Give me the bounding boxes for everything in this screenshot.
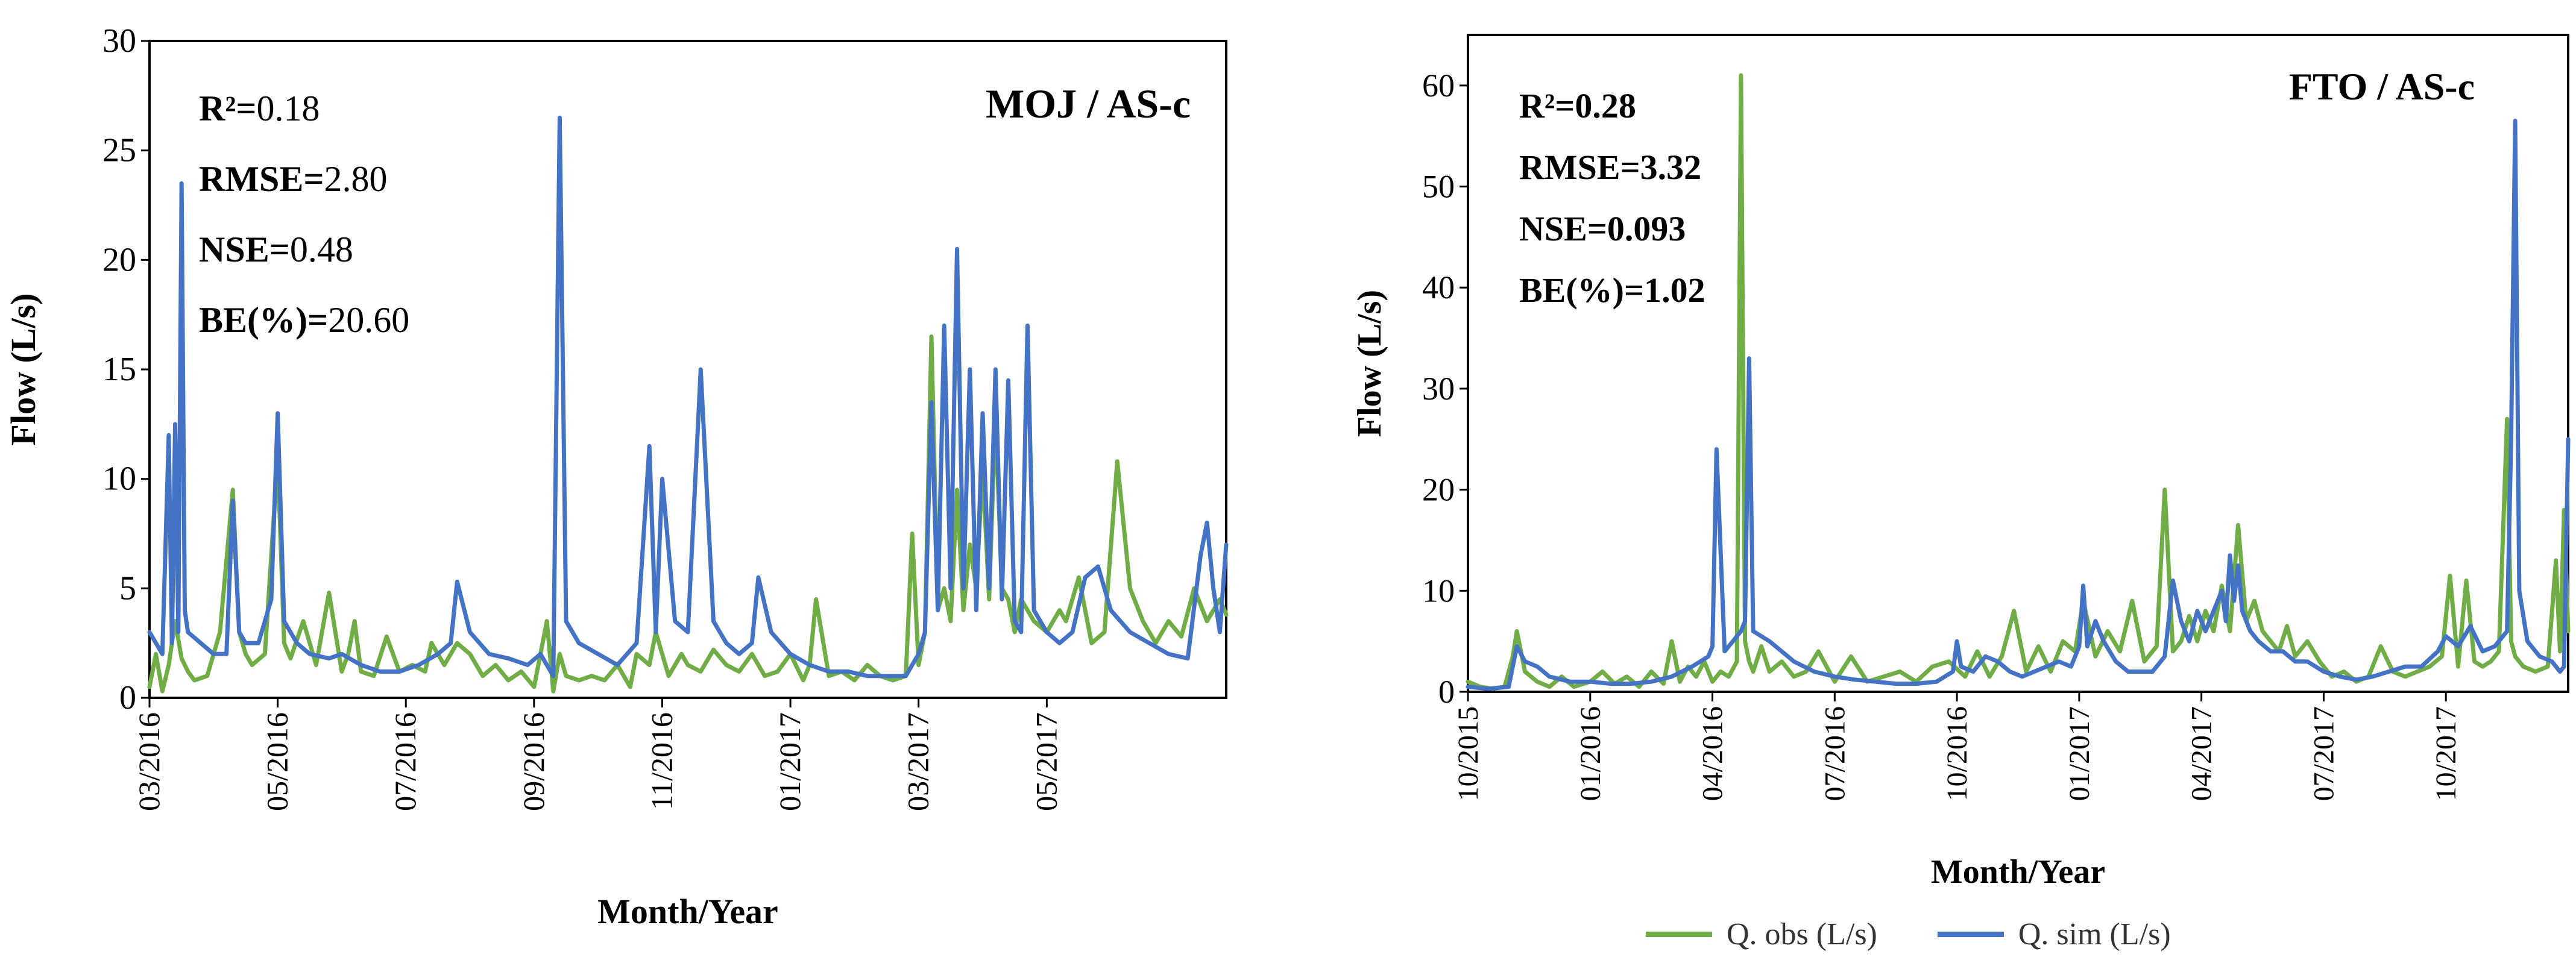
y-tick-label: 50 xyxy=(1422,169,1455,205)
y-tick-label: 20 xyxy=(1422,472,1455,508)
stat-annotation: R²=0.28 xyxy=(1519,86,1636,125)
y-tick-label: 0 xyxy=(119,679,136,717)
stat-annotation: R²=0.18 xyxy=(199,89,320,128)
x-tick-label: 03/2017 xyxy=(901,712,935,811)
legend-swatch-sim xyxy=(1937,931,2004,937)
series-line-sim xyxy=(1466,119,2571,691)
plot-frame xyxy=(1467,34,2569,693)
y-tick-label: 15 xyxy=(102,351,136,388)
y-tick-label: 10 xyxy=(1422,572,1455,609)
y-tick-label: 40 xyxy=(1422,269,1455,306)
x-tick-label: 07/2016 xyxy=(1819,706,1851,801)
y-tick-label: 10 xyxy=(102,460,136,498)
stat-annotation: NSE=0.093 xyxy=(1519,209,1686,248)
y-axis-label: Flow (L/s) xyxy=(1351,290,1388,437)
x-tick-label: 01/2017 xyxy=(773,712,807,811)
x-tick-label: 01/2016 xyxy=(1575,706,1607,801)
stat-annotation: RMSE=3.32 xyxy=(1519,148,1701,187)
legend-swatch-obs xyxy=(1646,931,1712,937)
series-line-sim xyxy=(147,115,1229,679)
stat-annotation: BE(%)=1.02 xyxy=(1519,271,1705,310)
x-tick-label: 07/2016 xyxy=(388,712,422,811)
legend-item-sim: Q. sim (L/s) xyxy=(1937,917,2171,952)
x-axis-label: Month/Year xyxy=(597,892,778,931)
x-tick-label: 01/2017 xyxy=(2064,706,2096,801)
legend-item-obs: Q. obs (L/s) xyxy=(1646,917,1877,952)
y-tick-label: 60 xyxy=(1422,67,1455,104)
x-tick-label: 03/2016 xyxy=(132,712,166,811)
y-tick-label: 30 xyxy=(1422,371,1455,407)
x-axis-label: Month/Year xyxy=(1931,853,2105,891)
stat-annotation: BE(%)=20.60 xyxy=(199,300,409,340)
chart-title: FTO / AS-c xyxy=(2289,65,2475,108)
y-tick-label: 25 xyxy=(102,132,136,169)
y-tick-label: 20 xyxy=(102,241,136,278)
x-tick-label: 05/2016 xyxy=(260,712,294,811)
x-tick-label: 04/2016 xyxy=(1697,706,1729,801)
stat-annotation: RMSE=2.80 xyxy=(199,159,388,199)
legend-label-sim: Q. sim (L/s) xyxy=(2018,917,2171,952)
x-tick-label: 10/2017 xyxy=(2430,706,2462,801)
y-tick-label: 30 xyxy=(102,22,136,60)
x-tick-label: 11/2016 xyxy=(644,712,678,810)
chart-moj: 0 5 10 15 20 25 30 03/2016 05/2016 07/2016 09/2016… xyxy=(4,22,1229,931)
x-tick-label: 05/2017 xyxy=(1029,712,1063,811)
y-tick-label: 0 xyxy=(1438,674,1455,710)
x-tick-label: 04/2017 xyxy=(2186,706,2218,801)
legend-label-obs: Q. obs (L/s) xyxy=(1727,917,1877,952)
x-tick-label: 09/2016 xyxy=(517,712,550,811)
chart-fto: 0 10 20 30 40 50 60 10/2015 01/2016 04/2016 07/201… xyxy=(1351,34,2571,891)
stat-annotation: NSE=0.48 xyxy=(199,230,353,269)
legend: Q. obs (L/s) Q. sim (L/s) xyxy=(1646,910,2171,958)
x-tick-label: 10/2016 xyxy=(1941,706,1973,801)
x-tick-label: 10/2015 xyxy=(1452,706,1484,801)
series-line-obs xyxy=(1466,73,2571,691)
chart-title: MOJ / AS-c xyxy=(986,81,1191,127)
x-tick-label: 07/2017 xyxy=(2308,706,2340,801)
y-tick-label: 5 xyxy=(119,569,136,607)
y-axis-label: Flow (L/s) xyxy=(4,293,43,446)
